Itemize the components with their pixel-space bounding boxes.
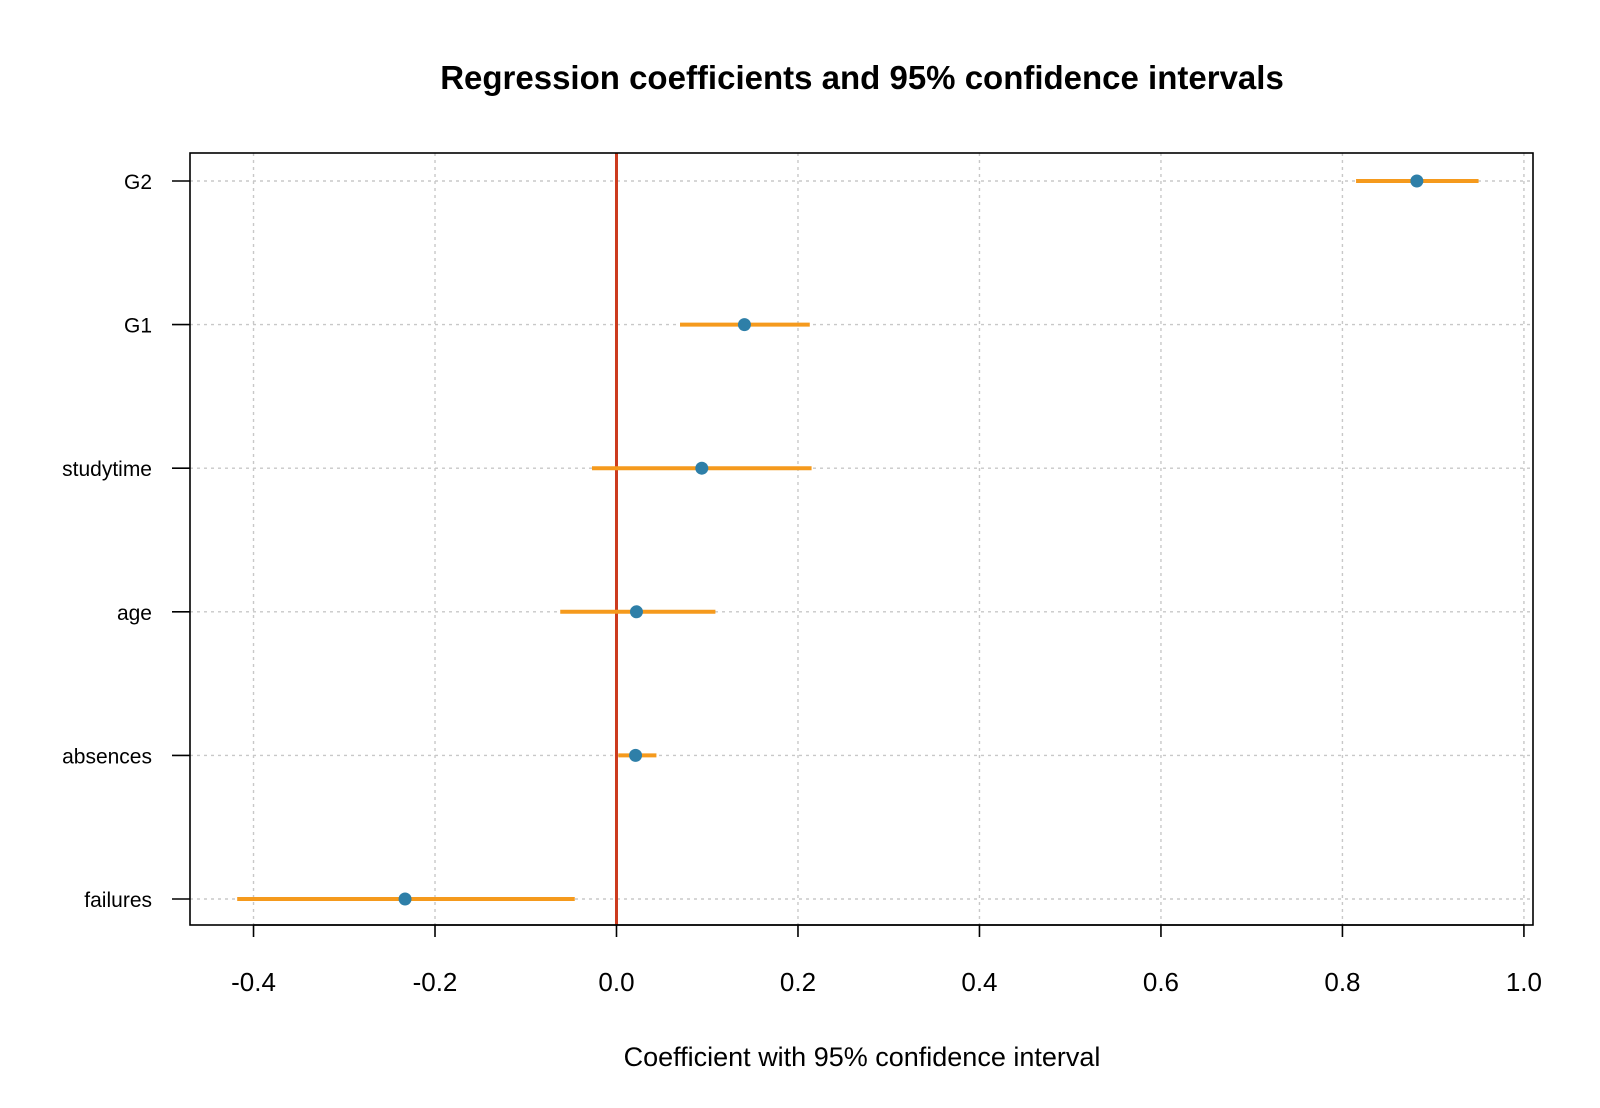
- coefficient-point-studytime: [695, 461, 709, 475]
- plot-frame: [189, 152, 1534, 926]
- x-tick-label: 0.8: [1324, 967, 1360, 997]
- x-tick-label: -0.4: [231, 967, 276, 997]
- y-tick-label: failures: [84, 889, 152, 912]
- x-tick-label: 1.0: [1506, 967, 1542, 997]
- grid-lines: [190, 153, 1533, 925]
- y-tick-label: absences: [62, 745, 152, 768]
- x-tick-label: 0.4: [961, 967, 997, 997]
- x-tick-label: 0.6: [1143, 967, 1179, 997]
- coefficient-marks: [237, 174, 1479, 906]
- coefficient-point-G1: [737, 318, 751, 332]
- coefficient-point-age: [629, 605, 643, 619]
- coefficient-point-absences: [629, 748, 643, 762]
- x-tick-label: 0.0: [598, 967, 634, 997]
- y-tick-label: studytime: [62, 458, 152, 481]
- x-axis-label: Coefficient with 95% confidence interval: [624, 1042, 1101, 1072]
- y-tick-label: G1: [124, 315, 152, 338]
- chart-title: Regression coefficients and 95% confiden…: [440, 59, 1284, 96]
- x-tick-label: 0.2: [780, 967, 816, 997]
- coefficient-point-G2: [1410, 174, 1424, 188]
- y-axis: G2 G1 studytime age absences failures: [62, 171, 190, 912]
- x-axis: -0.4 -0.2 0.0 0.2 0.4 0.6 0.8 1.0: [231, 924, 1542, 997]
- coefficient-point-failures: [398, 892, 412, 906]
- y-tick-label: age: [117, 602, 152, 625]
- y-tick-label: G2: [124, 171, 152, 194]
- x-tick-label: -0.2: [413, 967, 458, 997]
